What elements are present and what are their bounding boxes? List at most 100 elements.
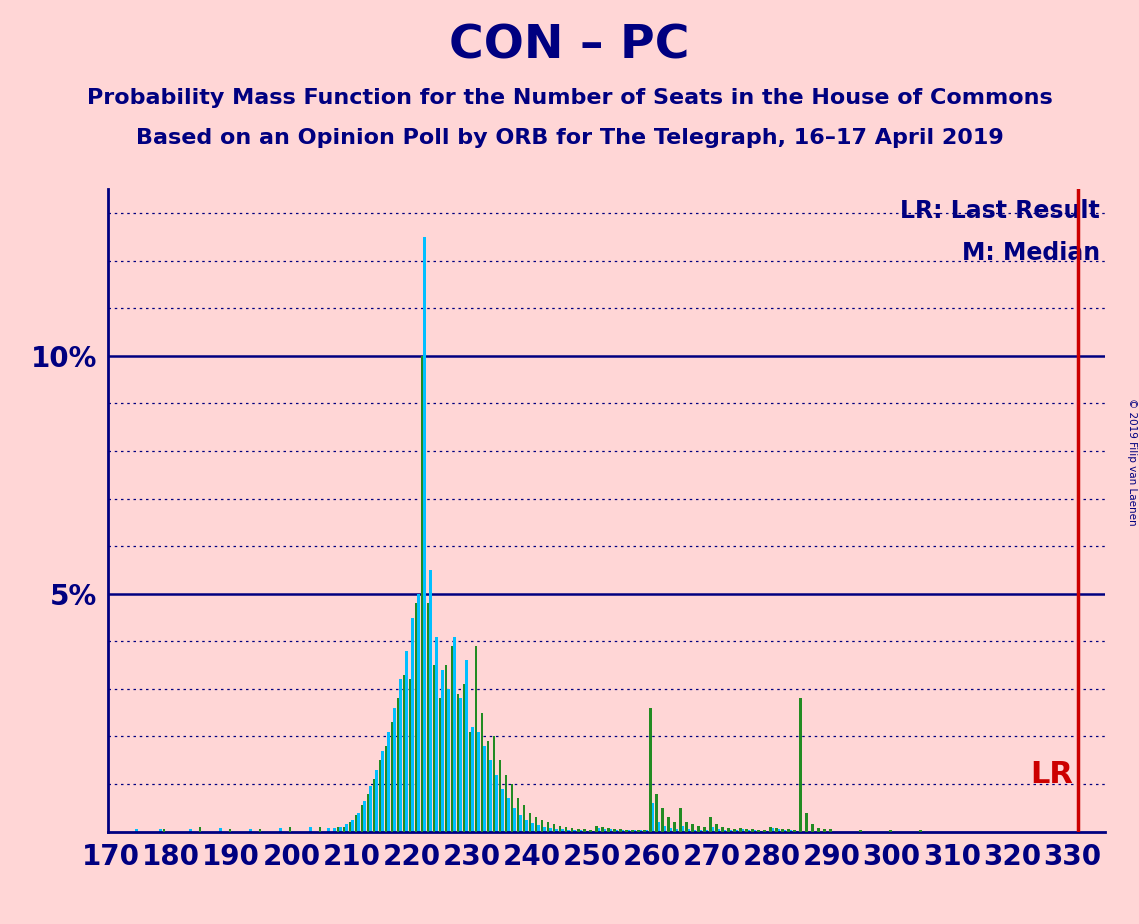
Bar (490, 760, 492, 832)
Bar (382, 750, 384, 832)
Bar (469, 732, 472, 832)
Bar (351, 820, 353, 832)
Bar (506, 774, 508, 832)
Bar (580, 830, 582, 832)
Bar (655, 794, 657, 832)
Bar (644, 830, 646, 832)
Bar (334, 828, 336, 832)
Bar (525, 820, 527, 832)
Bar (646, 830, 648, 832)
Bar (417, 594, 419, 832)
Bar (637, 830, 639, 832)
Bar (787, 829, 789, 832)
Bar (543, 827, 546, 832)
Bar (466, 661, 468, 832)
Bar (457, 694, 459, 832)
Bar (189, 829, 191, 832)
Bar (574, 830, 576, 832)
Bar (355, 815, 358, 832)
Bar (760, 831, 762, 832)
Bar (860, 830, 862, 832)
Bar (591, 831, 593, 832)
Bar (327, 828, 329, 832)
Bar (367, 794, 369, 832)
Bar (514, 808, 516, 832)
Bar (800, 699, 802, 832)
Bar (776, 828, 778, 832)
Bar (789, 830, 792, 832)
Bar (739, 828, 741, 832)
Bar (501, 789, 503, 832)
Bar (734, 829, 736, 832)
Bar (562, 829, 564, 832)
Bar (615, 830, 617, 832)
Bar (249, 829, 252, 832)
Bar (728, 828, 730, 832)
Bar (199, 827, 202, 832)
Bar (398, 699, 400, 832)
Bar (259, 829, 261, 832)
Bar (604, 829, 606, 832)
Bar (712, 827, 714, 832)
Bar (723, 830, 726, 832)
Bar (639, 830, 641, 832)
Text: LR: Last Result: LR: Last Result (900, 199, 1100, 223)
Bar (747, 830, 749, 832)
Bar (771, 828, 773, 832)
Bar (730, 830, 732, 832)
Text: © 2019 Filip van Laenen: © 2019 Filip van Laenen (1126, 398, 1137, 526)
Bar (343, 827, 345, 832)
Bar (517, 798, 519, 832)
Bar (451, 646, 453, 832)
Bar (784, 830, 786, 832)
Bar (279, 828, 281, 832)
Bar (495, 774, 498, 832)
Bar (670, 828, 672, 832)
Bar (688, 829, 690, 832)
Bar (405, 650, 408, 832)
Bar (337, 827, 339, 832)
Bar (415, 603, 417, 832)
Bar (741, 829, 744, 832)
Bar (703, 827, 705, 832)
Bar (363, 801, 366, 832)
Bar (577, 829, 580, 832)
Bar (361, 806, 363, 832)
Bar (409, 679, 411, 832)
Bar (556, 829, 558, 832)
Bar (752, 829, 754, 832)
Bar (736, 830, 738, 832)
Bar (523, 806, 525, 832)
Bar (718, 829, 720, 832)
Bar (385, 746, 387, 832)
Bar (453, 637, 456, 832)
Bar (487, 741, 490, 832)
Bar (538, 825, 540, 832)
Bar (681, 826, 683, 832)
Bar (427, 603, 429, 832)
Bar (464, 684, 466, 832)
Bar (565, 827, 567, 832)
Text: Probability Mass Function for the Number of Seats in the House of Commons: Probability Mass Function for the Number… (87, 88, 1052, 108)
Bar (519, 815, 522, 832)
Bar (442, 670, 444, 832)
Bar (339, 827, 342, 832)
Bar (694, 830, 696, 832)
Bar (818, 828, 820, 832)
Bar (508, 798, 510, 832)
Bar (433, 665, 435, 832)
Bar (622, 830, 624, 832)
Bar (475, 646, 477, 832)
Bar (411, 617, 413, 832)
Bar (613, 829, 615, 832)
Bar (535, 818, 538, 832)
Bar (805, 812, 808, 832)
Bar (499, 760, 501, 832)
Bar (601, 827, 604, 832)
Bar (424, 237, 426, 832)
Bar (429, 570, 432, 832)
Bar (691, 824, 694, 832)
Bar (710, 818, 712, 832)
Bar (673, 822, 675, 832)
Bar (763, 830, 765, 832)
